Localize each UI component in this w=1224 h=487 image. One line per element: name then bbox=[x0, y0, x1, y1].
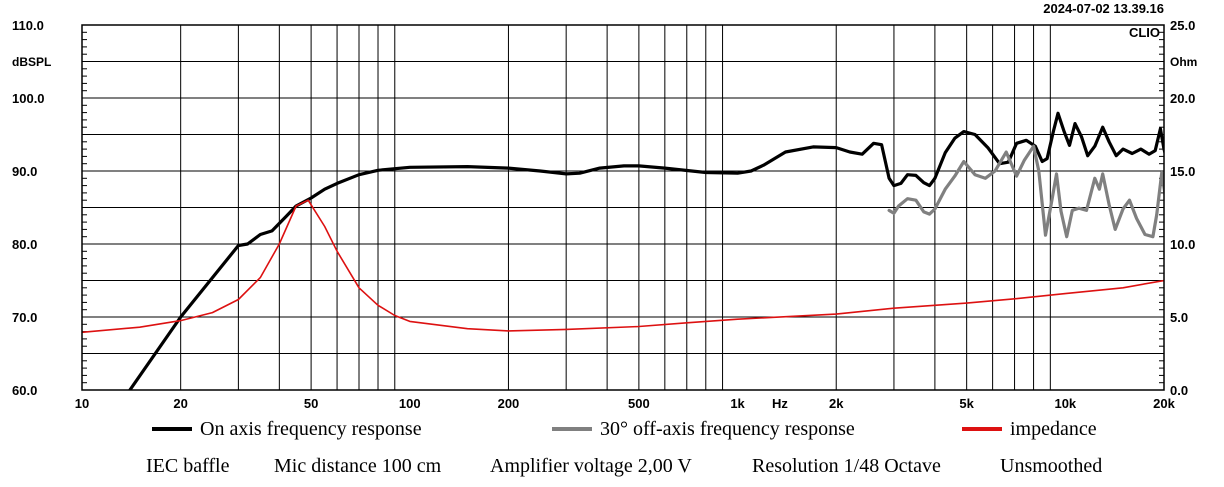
x-tick-label: 100 bbox=[399, 396, 421, 410]
legend-impedance-swatch bbox=[962, 427, 1002, 431]
y-left-tick-label: 100.0 bbox=[12, 91, 45, 106]
legend-off-axis-swatch bbox=[552, 427, 592, 431]
y-left-tick-label: 70.0 bbox=[12, 310, 37, 325]
y-right-unit-label: Ohm bbox=[1170, 55, 1197, 69]
footer-smoothing: Unsmoothed bbox=[1000, 455, 1103, 477]
legend-on-axis-swatch bbox=[152, 427, 192, 431]
y-right-tick-label: 15.0 bbox=[1170, 164, 1195, 179]
legend-on-axis-label: On axis frequency response bbox=[200, 417, 422, 440]
x-tick-label: 20k bbox=[1153, 396, 1175, 410]
series-line-impedance bbox=[82, 199, 1164, 334]
footer-baffle: IEC baffle bbox=[146, 455, 230, 477]
x-tick-label: 200 bbox=[498, 396, 520, 410]
y-right-tick-label: 20.0 bbox=[1170, 91, 1195, 106]
series-line-on-axis bbox=[128, 111, 1164, 390]
x-tick-label: 1k bbox=[730, 396, 745, 410]
y-left-tick-label: 80.0 bbox=[12, 237, 37, 252]
y-right-tick-label: 25.0 bbox=[1170, 18, 1195, 33]
y-left-tick-label: 60.0 bbox=[12, 383, 37, 398]
legend-off-axis: 30° off-axis frequency response bbox=[552, 416, 855, 442]
y-right-tick-label: 5.0 bbox=[1170, 310, 1188, 325]
x-tick-label: 50 bbox=[304, 396, 318, 410]
footer-resolution: Resolution 1/48 Octave bbox=[752, 455, 941, 477]
grid bbox=[82, 25, 1164, 390]
axis-labels: 2024-07-02 13.39.16 CLIO dBSPL Ohm Hz 10… bbox=[12, 1, 1197, 410]
x-tick-label: 10k bbox=[1054, 396, 1076, 410]
x-tick-label: 5k bbox=[959, 396, 974, 410]
x-unit-label: Hz bbox=[772, 396, 788, 410]
x-tick-label: 2k bbox=[829, 396, 844, 410]
footer-amplifier-voltage: Amplifier voltage 2,00 V bbox=[490, 455, 692, 477]
y-left-tick-label: 90.0 bbox=[12, 164, 37, 179]
plot-frame bbox=[81, 24, 1165, 391]
series-line-off-axis bbox=[887, 144, 1164, 239]
y-left-unit-label: dBSPL bbox=[12, 55, 51, 69]
x-tick-label: 10 bbox=[75, 396, 89, 410]
legend-impedance-label: impedance bbox=[1010, 417, 1097, 440]
y-right-tick-label: 10.0 bbox=[1170, 237, 1195, 252]
footer-mic-distance: Mic distance 100 cm bbox=[274, 455, 442, 477]
x-tick-label: 500 bbox=[628, 396, 650, 410]
timestamp: 2024-07-02 13.39.16 bbox=[1043, 1, 1164, 16]
legend-impedance: impedance bbox=[962, 416, 1097, 442]
frequency-response-chart: 2024-07-02 13.39.16 CLIO dBSPL Ohm Hz 10… bbox=[12, 1, 1197, 410]
legend-on-axis: On axis frequency response bbox=[152, 416, 422, 442]
y-right-tick-label: 0.0 bbox=[1170, 383, 1188, 398]
plot-area bbox=[82, 111, 1164, 390]
y-left-tick-label: 110.0 bbox=[12, 18, 44, 33]
legend-off-axis-label: 30° off-axis frequency response bbox=[600, 417, 855, 440]
x-tick-label: 20 bbox=[173, 396, 187, 410]
brand-label: CLIO bbox=[1129, 25, 1160, 40]
